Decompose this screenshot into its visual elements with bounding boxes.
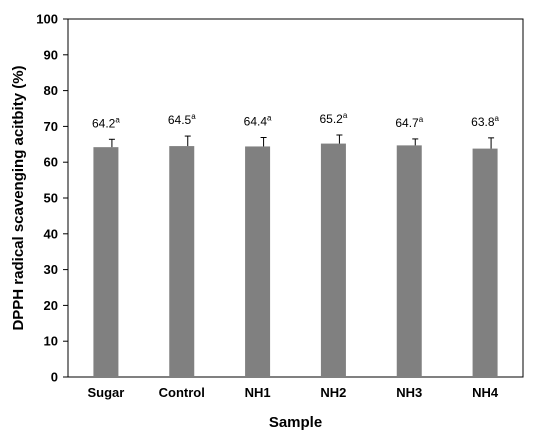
y-tick-label: 40 bbox=[44, 226, 58, 241]
value-label: 64.2a bbox=[92, 115, 120, 130]
y-tick-label: 80 bbox=[44, 83, 58, 98]
x-axis-ticks: Sugar Control NH1 NH2 NH3 NH4 bbox=[87, 385, 498, 400]
value-label: 64.4a bbox=[244, 113, 272, 128]
bar bbox=[472, 148, 498, 377]
bar bbox=[169, 146, 195, 377]
bars bbox=[93, 143, 498, 377]
y-tick-label: 100 bbox=[36, 12, 58, 27]
y-tick-label: 50 bbox=[44, 191, 58, 206]
x-tick-label: NH4 bbox=[472, 385, 499, 400]
plot-frame bbox=[67, 18, 524, 378]
value-label: 64.5a bbox=[168, 112, 196, 127]
x-tick-label: NH2 bbox=[320, 385, 346, 400]
x-tick-label: NH1 bbox=[245, 385, 271, 400]
y-tick-label: 60 bbox=[44, 155, 58, 170]
y-tick-label: 90 bbox=[44, 47, 58, 62]
bar bbox=[93, 147, 119, 377]
plot-area bbox=[67, 18, 524, 378]
value-label: 65.2a bbox=[320, 111, 348, 126]
y-tick-label: 30 bbox=[44, 262, 58, 277]
y-tick-label: 10 bbox=[44, 334, 58, 349]
value-labels: 64.2a 64.5a 64.4a 65.2a 64.7a 63.8a bbox=[92, 111, 500, 130]
bar bbox=[396, 145, 422, 377]
y-tick-label: 70 bbox=[44, 119, 58, 134]
x-tick-label: Sugar bbox=[87, 385, 124, 400]
bar bbox=[320, 143, 346, 377]
y-tick-label: 20 bbox=[44, 298, 58, 313]
x-tick-label: Control bbox=[159, 385, 205, 400]
y-tick-label: 0 bbox=[51, 370, 58, 385]
value-label: 64.7a bbox=[395, 115, 423, 130]
y-axis-title: DPPH radical scavenging acitbity (%) bbox=[10, 65, 27, 330]
y-axis-ticks: 0 10 20 30 40 50 60 70 80 90 100 bbox=[36, 12, 68, 385]
x-axis-title: Sample bbox=[269, 414, 322, 431]
error-bars bbox=[108, 134, 495, 149]
value-label: 63.8a bbox=[471, 114, 499, 129]
bar bbox=[245, 146, 271, 377]
x-tick-label: NH3 bbox=[396, 385, 422, 400]
